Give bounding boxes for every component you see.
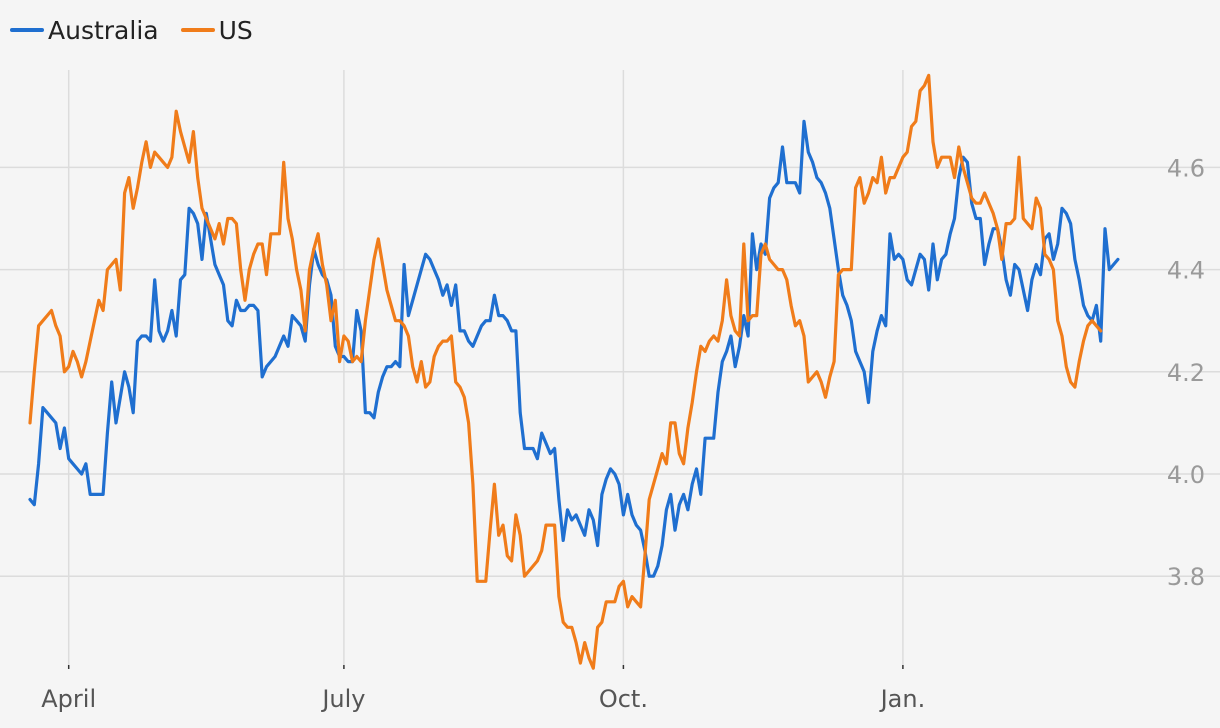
y-tick-label: 4.2 [1167, 359, 1205, 387]
chart-legend: Australia US [10, 12, 253, 48]
legend-item-us[interactable]: US [180, 15, 253, 45]
x-tick-label: July [320, 685, 365, 713]
x-tick-label: April [41, 685, 96, 713]
y-axis-labels: 3.8 4.0 4.2 4.4 4.6 [1167, 154, 1205, 591]
y-tick-label: 4.6 [1167, 154, 1205, 182]
series-line-australia[interactable] [28, 119, 1120, 578]
x-axis-labels: April July Oct. Jan. [41, 685, 925, 713]
y-tick-label: 4.0 [1167, 461, 1205, 489]
legend-item-australia[interactable]: Australia [10, 18, 159, 43]
legend-label-us: US [218, 15, 253, 45]
y-tick-label: 3.8 [1167, 563, 1205, 591]
series-line-us[interactable] [28, 73, 1103, 670]
legend-swatch-us [180, 28, 215, 32]
y-tick-label: 4.4 [1167, 257, 1205, 285]
x-tick-label: Oct. [599, 685, 648, 713]
gridlines [0, 70, 1220, 669]
x-tick-label: Jan. [879, 685, 926, 713]
legend-swatch-australia [10, 28, 44, 32]
legend-label-australia: Australia [48, 15, 159, 45]
series-lines [28, 73, 1120, 670]
